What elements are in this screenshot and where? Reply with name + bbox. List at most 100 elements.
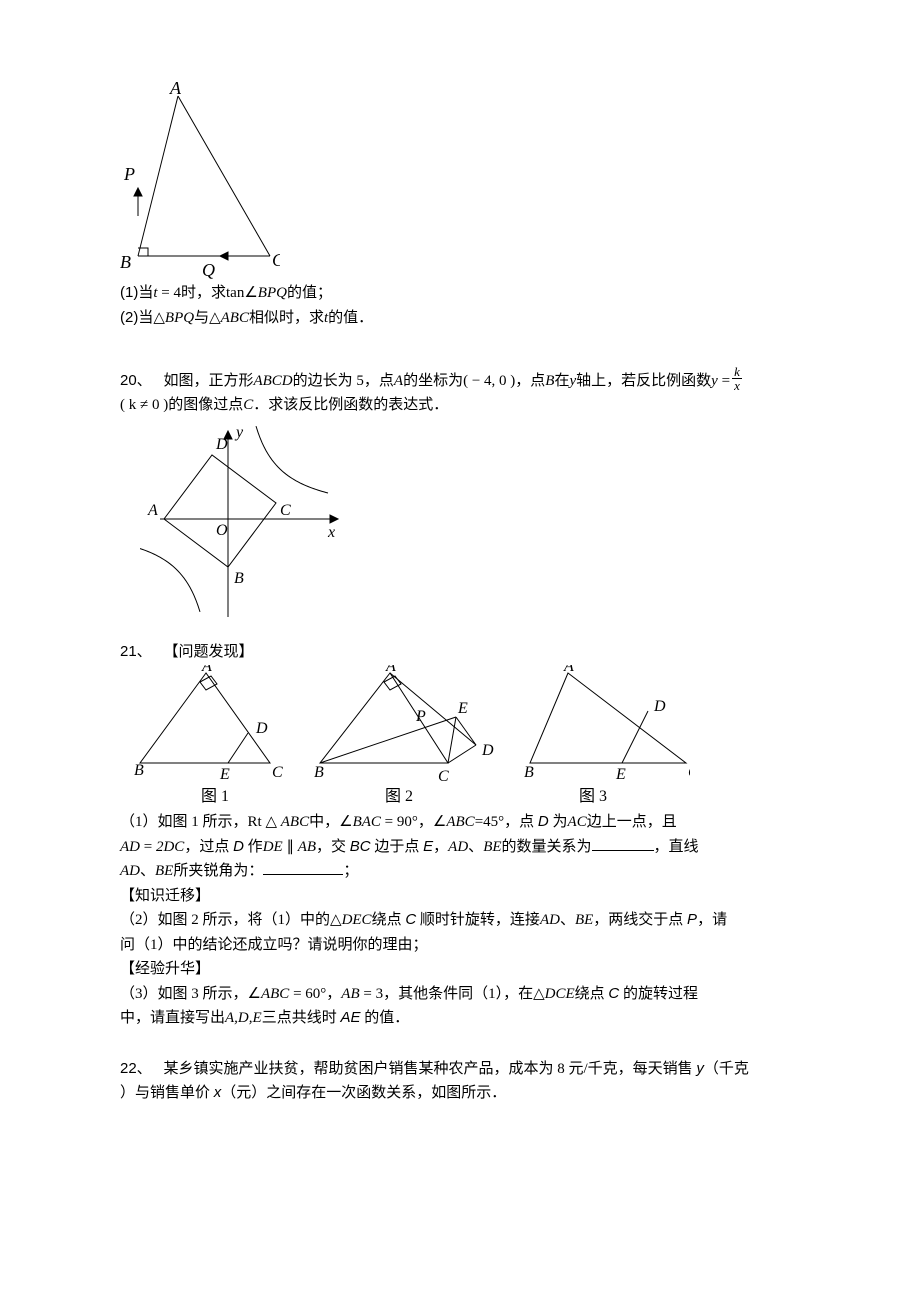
q21-p5: 问（1）中的结论还成立吗？请说明你的理由； [120,934,820,957]
q21-BC: BC [350,838,371,855]
q21-3: 3 [376,986,384,1002]
q21-p6o: 的旋转过程 [619,986,698,1002]
q19-l2-prefix: (2) [120,309,138,326]
q21-60: 60° [305,986,326,1002]
svg-text:E: E [457,700,468,717]
q21-p1e: 中， [309,814,339,830]
q21-P: P [687,911,697,928]
q21-p4: （2）如图 2 所示，将（1）中的△DEC绕点 C 顺时针旋转，连接AD、BE，… [120,909,820,932]
q21-p4h: 、 [560,912,575,928]
q21-45: 45° [483,814,504,830]
q21-header-2: 【知识迁移】 [120,885,820,908]
q21-ang3: ∠ [248,986,261,1002]
figure-q20: ABCDOxy [140,419,340,619]
q19-l2e: 与 [194,310,209,326]
q21-BE3: BE [575,912,593,928]
q21-AD2: AD [448,839,468,855]
q21-p2n: ， [433,839,448,855]
q21-DCE: DCE [545,986,575,1002]
figure-q21: ABCDEABCDEPABCDE [130,665,690,785]
q21-p2: AD = 2DC，过点 D 作DE ∥ AB，交 BC 边于点 E，AD、BE的… [120,836,820,859]
svg-text:B: B [134,762,144,779]
q21-p6f: ， [326,986,341,1002]
q19-l2-tri1: △ [153,310,165,326]
q21-ang2: ∠ [433,814,446,830]
q21-AE: AE [340,1009,360,1026]
figure-q19: APBQC [120,80,280,280]
q21-C2: C [405,911,416,928]
q21-ABC3: ABC [261,986,289,1002]
q19-line1: (1)当t = 4时，求tan∠BPQ的值； [120,282,820,305]
q21-p4j: ，两线交于点 [593,912,687,928]
q21-AB2: AB [341,986,359,1002]
q21-p7a: 中，请直接写出 [120,1010,225,1026]
q20-number: 20、 [120,372,152,389]
q21-p1a: （1）如图 1 所示， [120,814,248,830]
q21-ang1: ∠ [339,814,352,830]
svg-text:B: B [314,764,324,781]
q19-l1b: 当 [138,285,153,301]
q21-p4l: ，请 [697,912,727,928]
q21-90: 90° [397,814,418,830]
svg-text:D: D [653,698,666,715]
q21-D2: D [233,838,244,855]
q21-p2r: 的数量关系为 [502,839,592,855]
svg-text:x: x [327,524,335,541]
svg-text:C: C [688,764,690,781]
q21-p4f: 顺时针旋转，连接 [416,912,540,928]
q20-A: A [394,373,403,389]
q21-rt: Rt [248,814,262,830]
svg-text:C: C [272,250,280,270]
q21-p2s: ，直线 [654,839,699,855]
q20-y2: y [711,373,718,389]
q22-l2a: ）与销售单价 [120,1085,214,1101]
q21-p2p: 、 [468,839,483,855]
svg-text:B: B [234,570,244,587]
q22-line1: 22、 某乡镇实施产业扶贫，帮助贫困户销售某种农产品，成本为 8 元/千克，每天… [120,1058,820,1081]
q21-eq1: = [381,814,397,830]
q21-p7c: 三点共线时 [262,1010,341,1026]
q21-AD3: AD [120,863,140,879]
q21-p1j: ， [418,814,433,830]
svg-text:O: O [216,522,228,539]
svg-text:Q: Q [202,260,215,280]
q20-line1: 20、 如图，正方形ABCD的边长为 5，点A的坐标为( − 4, 0 )，点B… [120,365,820,392]
q19-l1-prefix: (1) [120,284,138,301]
q19-l2-abc: ABC [221,310,249,326]
svg-text:E: E [615,766,626,783]
q21-p2j: ，交 [316,839,350,855]
q19-line2: (2)当△BPQ与△ABC相似时，求t的值． [120,307,820,330]
q21-tri: △ [262,814,281,830]
q21-tri2: △ [330,912,342,928]
q21-p6j: ，其他条件同（1），在 [383,986,533,1002]
q21-BE2: BE [155,863,173,879]
q21-abc: ABC [281,814,309,830]
q21-blank-1 [592,836,654,851]
q22-t1: 某乡镇实施产业扶贫，帮助贫困户销售某种农产品，成本为 8 元/千克，每天销售 [163,1061,696,1077]
q20-line2: ( k ≠ 0 )的图像过点C．求该反比例函数的表达式． [120,394,820,417]
q21-header-line: 21、 【问题发现】 [120,641,820,664]
q21-par: ∥ [283,839,298,855]
q21-p7: 中，请直接写出A,D,E三点共线时 AE 的值． [120,1007,820,1030]
q20-C: C [243,397,253,413]
q21-AD4: AD [540,912,560,928]
q21-p1q: 为 [549,814,568,830]
q20-l2b: 的图像过点 [168,397,243,413]
q21-p6: （3）如图 3 所示，∠ABC = 60°，AB = 3，其他条件同（1），在△… [120,983,820,1006]
q21-p1o: ，点 [504,814,538,830]
q21-p3b: 、 [140,863,155,879]
q19-l2j: 的值． [328,310,373,326]
q19-l2h: 相似时，求 [249,310,324,326]
q21-p2f: 作 [244,839,263,855]
svg-text:A: A [169,80,182,98]
svg-text:B: B [120,252,131,272]
q21-E: E [423,838,433,855]
q21-DE: DE [263,839,283,855]
q20-eq: = [718,373,730,389]
q21-p3: AD、BE所夹锐角为：； [120,860,820,883]
q21-C3: C [608,985,619,1002]
q19-l1-eq: = [158,285,174,301]
q21-captions: 图 1 图 2 图 3 [130,785,820,809]
q20-kneq0: ( k ≠ 0 ) [120,397,168,413]
q21-p6m: 绕点 [575,986,609,1002]
